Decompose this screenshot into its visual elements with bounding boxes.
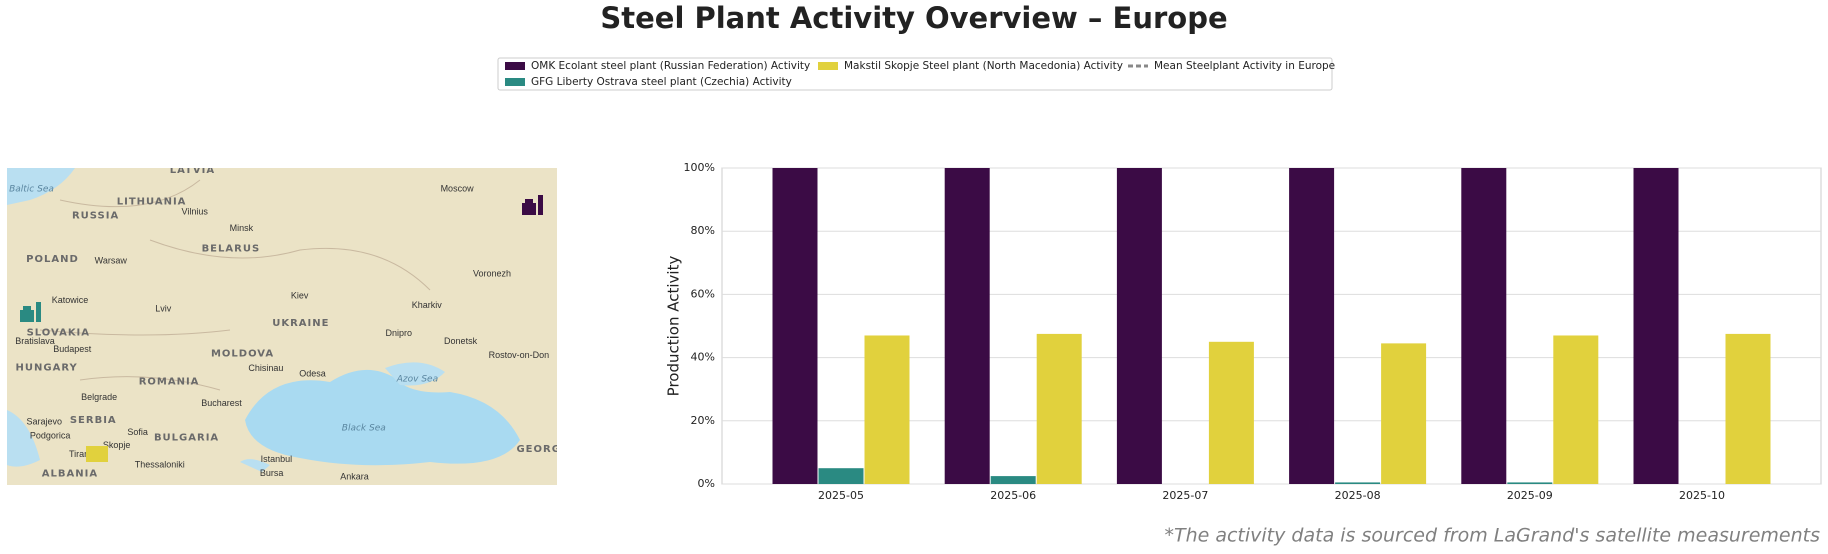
map-sea (385, 362, 445, 386)
y-axis-label: Production Activity (665, 256, 683, 397)
legend-box (497, 57, 1333, 91)
map-label: ALBANIA (42, 468, 98, 479)
map-label: Baltic Sea (9, 184, 54, 194)
map-sea (240, 459, 270, 472)
map-label: BELARUS (202, 243, 261, 254)
y-tick-label: 60% (691, 287, 715, 300)
map-label: LATVIA (170, 165, 215, 176)
map-label: Chisinau (248, 363, 283, 373)
bar (864, 335, 910, 484)
y-tick-label: 80% (691, 224, 715, 237)
bar (1289, 168, 1335, 484)
bar (944, 168, 990, 484)
map-label: UKRAINE (272, 318, 329, 329)
chart-title: Steel Plant Activity Overview – Europe (600, 1, 1227, 35)
bar (1725, 333, 1771, 484)
map-label: Lviv (155, 303, 172, 313)
plant-icon (522, 195, 543, 215)
map-label: SERBIA (70, 415, 117, 426)
legend-label: GFG Liberty Ostrava steel plant (Czechia… (531, 76, 792, 88)
map-label: Skopje (103, 440, 131, 450)
map-sea (245, 369, 520, 466)
map-label: Donetsk (444, 336, 478, 346)
map-label: RUSSIA (72, 211, 119, 222)
bar (1553, 335, 1599, 484)
map-label: BULGARIA (154, 432, 219, 443)
map-sea (7, 168, 75, 205)
legend-swatch (505, 78, 525, 86)
map-label: Bratislava (15, 336, 55, 346)
map-label: Bursa (260, 468, 284, 478)
map-label: Azov Sea (396, 374, 438, 384)
map-sea (7, 410, 40, 467)
bar (1208, 341, 1254, 484)
y-tick-label: 20% (691, 414, 715, 427)
map-label: Kharkiv (412, 300, 443, 310)
legend-swatch (818, 62, 838, 70)
bar (990, 476, 1036, 484)
map-label: Odesa (299, 369, 326, 379)
map-border (39, 179, 431, 391)
map-label: Black Sea (342, 423, 386, 433)
x-tick-label: 2025-07 (1162, 489, 1208, 502)
map-label: HUNGARY (16, 362, 78, 373)
map-label: Kiev (291, 291, 309, 301)
map-label: Warsaw (95, 256, 128, 266)
map-label: Minsk (230, 223, 254, 233)
bar (1507, 482, 1553, 484)
map-label: MOLDOVA (211, 348, 274, 359)
map-label: Budapest (53, 344, 92, 354)
plant-icon (86, 446, 108, 462)
y-tick-label: 40% (691, 351, 715, 364)
map-label: Sarajevo (27, 416, 63, 426)
y-tick-label: 100% (684, 161, 715, 174)
plant-icon (20, 302, 41, 322)
legend-label: Makstil Skopje Steel plant (North Macedo… (844, 60, 1123, 72)
map-label: Dnipro (386, 328, 413, 338)
bar (772, 168, 818, 484)
map-label: Rostov-on-Don (489, 350, 550, 360)
legend-swatch (505, 62, 525, 70)
map-label: Tirana (69, 449, 94, 459)
legend-label: Mean Steelplant Activity in Europe (1154, 60, 1335, 72)
bar (1036, 333, 1082, 484)
x-tick-label: 2025-05 (818, 489, 864, 502)
map-label: Sofia (127, 427, 148, 437)
bar (1335, 482, 1381, 484)
map: Baltic Sea LATVIA Moscow LITHUANIA RUSSIA Vil… (7, 165, 560, 485)
map-label: Thessaloniki (135, 460, 185, 470)
legend-label: OMK Ecolant steel plant (Russian Federat… (531, 60, 810, 72)
bar (1461, 168, 1507, 484)
map-label: LITHUANIA (117, 197, 187, 208)
map-label: Podgorica (30, 430, 71, 440)
map-label: Belgrade (81, 392, 117, 402)
footnote: *The activity data is sourced from LaGra… (1164, 525, 1820, 547)
bar (1381, 343, 1427, 484)
bar (1633, 168, 1679, 484)
map-label: GEORG (516, 444, 560, 455)
map-label: Vilnius (182, 207, 209, 217)
map-label: Moscow (441, 183, 475, 193)
y-tick-label: 0% (698, 477, 715, 490)
x-tick-label: 2025-06 (990, 489, 1036, 502)
map-label: SLOVAKIA (27, 327, 90, 338)
map-label: Katowice (52, 295, 89, 305)
bar (1116, 168, 1162, 484)
map-label: Ankara (340, 471, 369, 481)
x-tick-label: 2025-10 (1679, 489, 1725, 502)
map-label: Istanbul (261, 454, 293, 464)
bar (818, 468, 864, 484)
x-tick-label: 2025-09 (1507, 489, 1553, 502)
map-label: Bucharest (201, 398, 242, 408)
x-tick-label: 2025-08 (1335, 489, 1381, 502)
map-label: POLAND (26, 254, 79, 265)
map-label: ROMANIA (139, 376, 200, 387)
map-label: Voronezh (473, 268, 511, 278)
